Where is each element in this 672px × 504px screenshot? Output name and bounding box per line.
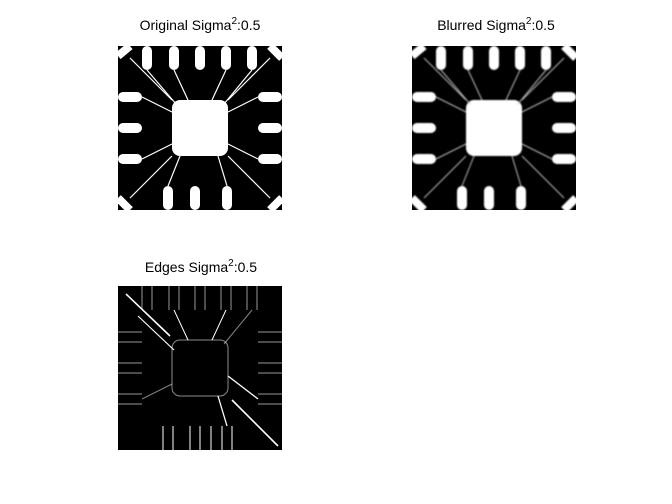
blurred-image [412,46,576,210]
original-image-graphic [118,46,282,210]
blurred-title: Blurred Sigma2:0.5 [437,16,555,33]
original-image [118,46,282,210]
edges-title: Edges Sigma2:0.5 [144,258,258,275]
original-title: Original Sigma2:0.5 [139,16,261,33]
edges-image [118,286,282,450]
edges-image-graphic [118,286,282,450]
blurred-image-graphic [412,46,576,210]
